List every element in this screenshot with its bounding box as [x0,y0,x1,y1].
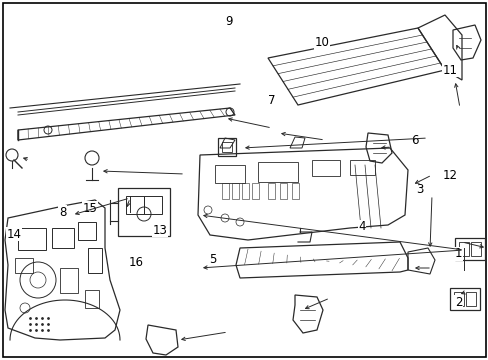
Text: 8: 8 [59,206,66,219]
Bar [60,268,78,293]
Bar [118,188,170,236]
Text: 2: 2 [454,296,462,309]
Text: 10: 10 [314,36,328,49]
Bar [52,228,74,248]
Text: 5: 5 [208,253,216,266]
Bar [88,248,102,273]
Text: 7: 7 [267,94,275,107]
Bar [458,242,468,256]
Text: 14: 14 [6,228,21,240]
Bar [143,196,162,214]
Bar [85,290,99,308]
Text: 1: 1 [454,247,462,260]
Bar [311,160,339,176]
Bar [258,162,297,182]
Bar [78,222,96,240]
Bar [231,183,239,199]
Bar [454,238,484,260]
Bar [349,160,374,175]
Bar [242,183,248,199]
Bar [470,242,480,256]
Text: 3: 3 [415,183,423,195]
Bar [280,183,286,199]
Bar [126,196,143,214]
Text: 15: 15 [83,202,98,215]
Text: 11: 11 [442,64,456,77]
Bar [267,183,274,199]
Bar [18,228,46,250]
Bar [453,292,463,306]
Text: 13: 13 [153,224,167,237]
Bar [449,288,479,310]
Text: 16: 16 [128,256,143,269]
Bar [222,183,228,199]
Bar [465,292,475,306]
Bar [291,183,298,199]
Text: 6: 6 [410,134,418,147]
Bar [15,258,33,273]
Text: 9: 9 [224,15,232,28]
Bar [215,165,244,183]
Text: 12: 12 [442,169,456,182]
Text: 4: 4 [357,220,365,233]
Bar [251,183,259,199]
